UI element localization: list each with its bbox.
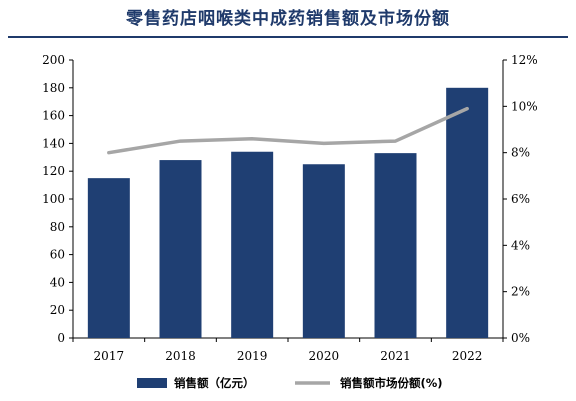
x-tick-label: 2018 <box>165 349 196 363</box>
legend-bar-swatch <box>137 378 167 388</box>
y-right-tick-label: 10% <box>511 99 538 113</box>
y-left-tick-label: 140 <box>42 136 65 150</box>
y-left-tick-label: 180 <box>42 81 65 95</box>
bar-2019 <box>231 151 274 338</box>
x-tick-label: 2021 <box>380 349 411 363</box>
y-left-tick-label: 80 <box>50 220 65 234</box>
bar-2017 <box>87 178 130 338</box>
legend-line-label: 销售额市场份额(%) <box>340 376 443 390</box>
y-left-tick-label: 200 <box>42 53 65 67</box>
chart-title: 零售药店咽喉类中成药销售额及市场份额 <box>126 9 450 29</box>
bar-2022 <box>446 87 489 338</box>
y-left-tick-label: 120 <box>42 164 65 178</box>
x-tick-label: 2020 <box>309 349 340 363</box>
y-left-tick-label: 20 <box>50 303 65 317</box>
share-line <box>107 106 469 155</box>
bar-2021 <box>374 153 417 338</box>
y-right-tick-label: 6% <box>511 192 530 206</box>
y-left-tick-label: 60 <box>50 248 65 262</box>
x-tick-label: 2019 <box>237 349 268 363</box>
bar-2018 <box>159 160 202 338</box>
y-left-tick-label: 40 <box>50 275 65 289</box>
legend-bar-label: 销售额（亿元） <box>174 376 255 390</box>
y-left-tick-label: 100 <box>42 192 65 206</box>
y-right-tick-label: 0% <box>511 331 530 345</box>
x-tick-label: 2017 <box>94 349 125 363</box>
y-left-tick-label: 160 <box>42 109 65 123</box>
title-underline <box>8 36 568 38</box>
y-right-tick-label: 8% <box>511 146 530 160</box>
y-right-tick-label: 12% <box>511 53 538 67</box>
y-right-tick-label: 4% <box>511 238 530 252</box>
bar-2020 <box>302 164 345 338</box>
x-tick-label: 2022 <box>452 349 483 363</box>
y-left-tick-label: 0 <box>57 331 65 345</box>
y-right-tick-label: 2% <box>511 285 530 299</box>
